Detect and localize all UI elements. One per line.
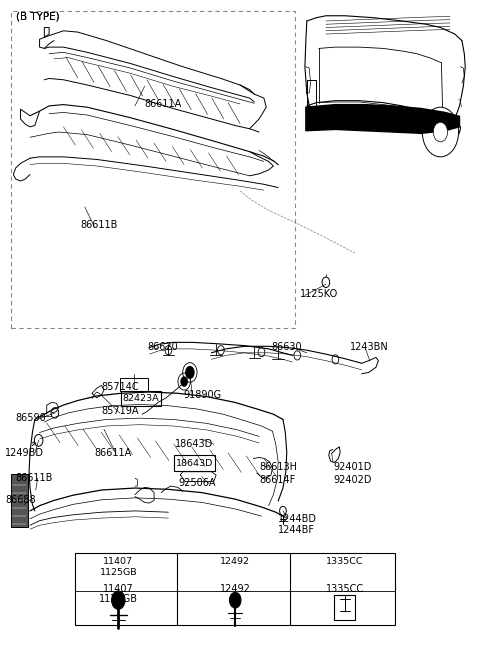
Text: 1125GB: 1125GB <box>99 594 138 604</box>
Text: 85719A: 85719A <box>102 406 139 417</box>
Text: 92402D: 92402D <box>333 475 372 485</box>
Text: 11407: 11407 <box>103 584 134 594</box>
Circle shape <box>433 122 447 142</box>
Text: 86688: 86688 <box>5 495 36 504</box>
Circle shape <box>422 107 458 157</box>
Text: (B TYPE): (B TYPE) <box>16 11 60 21</box>
Text: 1244BF: 1244BF <box>278 525 315 535</box>
Text: 1335CC: 1335CC <box>326 584 364 594</box>
Text: 18643D: 18643D <box>175 439 213 449</box>
Text: 1244BD: 1244BD <box>278 514 317 524</box>
Circle shape <box>322 277 330 287</box>
Text: 1125KO: 1125KO <box>300 289 338 298</box>
Text: 82423A: 82423A <box>123 394 159 403</box>
Circle shape <box>185 366 195 379</box>
Text: 86630: 86630 <box>271 342 301 352</box>
Bar <box>120 378 148 391</box>
Text: 1125GB: 1125GB <box>99 568 137 577</box>
Text: 1243BN: 1243BN <box>350 342 388 352</box>
Text: 91890G: 91890G <box>184 390 222 400</box>
Text: 92401D: 92401D <box>333 462 372 472</box>
Circle shape <box>34 434 43 446</box>
Text: 18643D: 18643D <box>176 459 213 468</box>
Bar <box>11 474 28 527</box>
Circle shape <box>180 377 188 387</box>
Text: 85714C: 85714C <box>102 382 139 392</box>
Text: (B TYPE): (B TYPE) <box>16 11 60 21</box>
Circle shape <box>229 592 241 608</box>
Text: 86611B: 86611B <box>80 220 118 230</box>
Text: 12492: 12492 <box>220 584 251 594</box>
Text: 86611B: 86611B <box>16 473 53 483</box>
Text: 11407: 11407 <box>103 557 133 565</box>
Text: 1249BD: 1249BD <box>5 448 44 458</box>
Text: 86613H: 86613H <box>259 462 297 472</box>
Text: 12492: 12492 <box>220 557 250 565</box>
Text: 86614F: 86614F <box>259 475 295 485</box>
Bar <box>335 595 356 620</box>
Bar <box>120 391 161 406</box>
Bar <box>11 11 295 328</box>
Bar <box>174 455 215 471</box>
Bar <box>75 554 395 625</box>
Text: 86620: 86620 <box>147 342 178 352</box>
Text: 92506A: 92506A <box>178 478 216 488</box>
Polygon shape <box>306 104 459 133</box>
Text: 1335CC: 1335CC <box>326 557 364 565</box>
Text: 86611A: 86611A <box>144 99 182 110</box>
Text: 86590: 86590 <box>16 413 47 423</box>
Text: 86611A: 86611A <box>95 448 132 458</box>
Circle shape <box>112 591 125 609</box>
